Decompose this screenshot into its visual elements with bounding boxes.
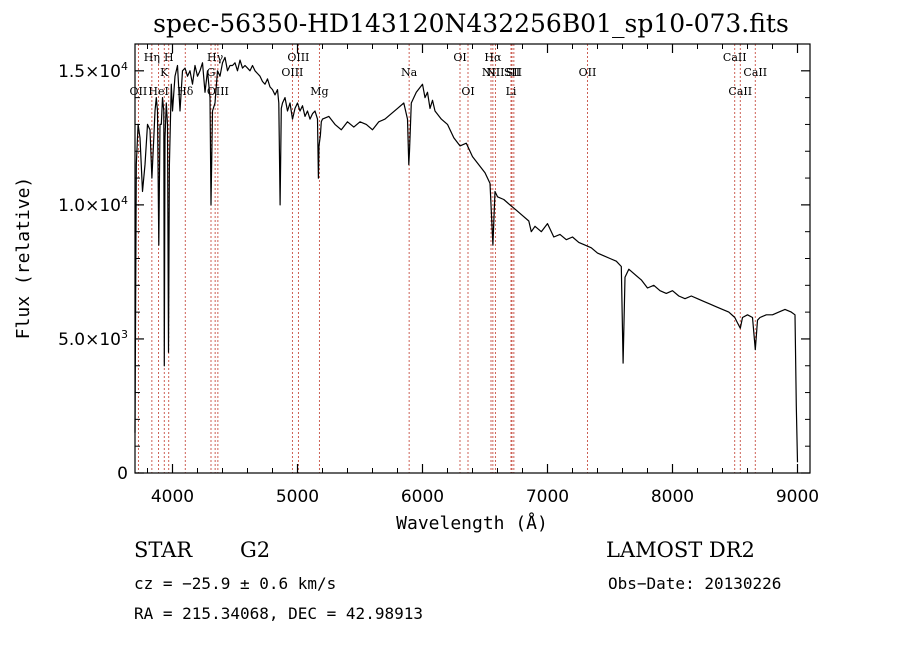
object-class: STAR: [134, 538, 193, 562]
x-tick-label: 7000: [526, 487, 569, 507]
line-marker-label: K: [160, 66, 169, 79]
line-marker-label: CaII: [743, 66, 767, 79]
line-marker-label: Na: [401, 66, 418, 79]
observation-date: Obs−Date: 20130226: [608, 574, 782, 593]
line-marker-label: OIII: [207, 85, 229, 98]
y-axis-label: Flux (relative): [13, 177, 34, 340]
line-marker-label: OII: [579, 66, 597, 79]
line-marker-label: NII: [486, 66, 504, 79]
line-marker-label: G: [207, 66, 216, 79]
chart-title: spec-56350-HD143120N432256B01_sp10-073.f…: [153, 9, 789, 38]
redshift-velocity: cz = −25.9 ± 0.6 km/s: [134, 574, 337, 593]
y-tick-label: 5.0×103: [58, 328, 128, 350]
emission-line-labels: OIIHηHeIKHHδGHγOIIIOIIIOIIIMgNaOIOINIIHα…: [130, 51, 768, 98]
y-tick-label: 0: [117, 464, 128, 484]
y-tick-label: 1.0×104: [58, 194, 128, 216]
y-tick-label: 1.5×104: [58, 60, 128, 82]
line-marker-label: OI: [461, 85, 474, 98]
line-marker-label: SII: [506, 66, 522, 79]
line-marker-label: CaII: [728, 85, 752, 98]
x-axis-label: Wavelength (Å): [396, 512, 548, 534]
line-marker-label: CaII: [723, 51, 747, 64]
line-marker-label: HeI: [148, 85, 168, 98]
line-marker-label: Hα: [484, 51, 502, 64]
line-marker-label: SII: [504, 66, 520, 79]
emission-line-markers: [137, 44, 756, 473]
survey-name: LAMOST DR2: [606, 538, 755, 562]
x-tick-label: 9000: [776, 487, 819, 507]
x-axis-ticks: 4000 5000 6000 7000 8000 9000: [147, 44, 819, 507]
subclass: G2: [240, 538, 271, 562]
x-tick-label: 6000: [401, 487, 444, 507]
line-marker-label: H: [164, 51, 174, 64]
line-marker-label: Li: [506, 85, 517, 98]
x-tick-label: 5000: [276, 487, 319, 507]
line-marker-label: OII: [130, 85, 148, 98]
x-tick-label: 4000: [151, 487, 194, 507]
y-axis-ticks: 0 5.0×103 1.0×104 1.5×104: [58, 60, 810, 484]
coordinates: RA = 215.34068, DEC = 42.98913: [134, 604, 423, 623]
line-marker-label: Hγ: [207, 51, 224, 64]
line-marker-label: OIII: [281, 66, 303, 79]
x-tick-label: 8000: [651, 487, 694, 507]
plot-frame: [134, 43, 811, 474]
line-marker-label: Mg: [310, 85, 328, 98]
line-marker-label: Hη: [144, 51, 160, 64]
line-marker-label: NII: [482, 66, 500, 79]
line-marker-label: OI: [453, 51, 466, 64]
spectrum-line: [134, 56, 799, 463]
line-marker-label: OIII: [287, 51, 309, 64]
